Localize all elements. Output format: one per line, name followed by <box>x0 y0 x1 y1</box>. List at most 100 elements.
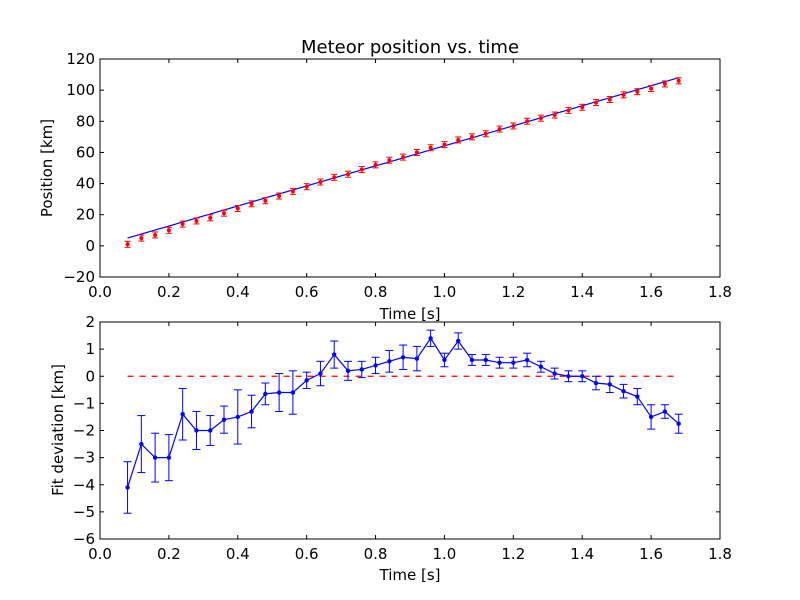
x-tick-label: 1.4 <box>570 283 594 301</box>
x-tick-label: 0.2 <box>157 283 181 301</box>
data-point <box>456 338 461 344</box>
x-axis-label: Time [s] <box>379 566 441 584</box>
y-tick-label: −1 <box>73 394 95 412</box>
data-point <box>607 382 612 387</box>
data-point <box>580 105 585 110</box>
x-tick-label: 0.4 <box>226 545 250 563</box>
data-point <box>635 89 640 94</box>
y-tick-label: −20 <box>63 268 95 286</box>
data-point <box>414 150 419 155</box>
data-point <box>290 189 295 194</box>
data-point <box>180 412 185 417</box>
data-point <box>277 194 282 199</box>
position-chart: Meteor position vs. time 0.0 0.2 0.4 0.6 0.8… <box>38 37 732 323</box>
data-point <box>401 155 406 160</box>
data-point <box>153 232 158 237</box>
plot-area <box>99 58 721 278</box>
x-tick-label: 1.8 <box>708 283 732 301</box>
y-axis-label: Fit deviation [km] <box>49 364 67 496</box>
y-tick-label: −6 <box>73 530 95 548</box>
x-tick-label: 0.2 <box>157 545 181 563</box>
x-tick-label: 0.8 <box>364 283 388 301</box>
y-axis: −6 −5 −4 −3 −2 −1 0 1 2 <box>73 313 720 548</box>
data-point <box>566 108 571 113</box>
data-point <box>635 394 640 399</box>
deviation-chart: 0.0 0.2 0.4 0.6 0.8 1.0 1.2 1.4 1.6 1.8 −6−5−4−3−… <box>49 313 732 584</box>
data-point <box>676 78 681 83</box>
data-marks <box>124 77 682 248</box>
data-point <box>511 360 516 365</box>
data-point <box>180 222 185 227</box>
data-point <box>456 137 461 142</box>
data-point <box>125 242 130 247</box>
y-axis-label: Position [km] <box>38 119 56 217</box>
data-point <box>469 357 475 363</box>
data-point <box>662 409 668 414</box>
x-tick-label: 1.6 <box>639 545 663 563</box>
y-tick-label: 100 <box>66 81 95 99</box>
x-tick-label: 0.4 <box>226 283 250 301</box>
y-tick-label: 0 <box>85 367 95 385</box>
y-tick-label: 40 <box>76 175 95 193</box>
data-point <box>318 180 323 185</box>
data-point <box>276 390 282 395</box>
y-tick-label: 60 <box>76 143 95 161</box>
x-tick-label: 1.2 <box>501 545 525 563</box>
data-point <box>235 206 240 211</box>
data-point <box>194 218 199 223</box>
data-point <box>497 127 502 132</box>
data-point <box>235 414 240 420</box>
data-point <box>304 378 309 383</box>
y-tick-label: 1 <box>85 340 95 358</box>
data-point <box>428 145 433 150</box>
data-point <box>346 172 350 177</box>
data-point <box>318 371 323 376</box>
data-point <box>649 86 654 91</box>
data-point <box>552 371 557 376</box>
data-point <box>125 485 130 490</box>
data-point <box>222 211 226 216</box>
data-point <box>166 228 171 233</box>
data-point <box>428 336 433 341</box>
data-point <box>511 123 516 128</box>
data-marks <box>123 329 683 514</box>
y-tick-label: 20 <box>76 206 95 224</box>
y-axis: −20 0 20 40 60 80 100 120 <box>63 50 720 286</box>
data-point <box>373 162 378 167</box>
data-point <box>332 352 337 357</box>
data-point <box>483 357 488 363</box>
data-point <box>263 198 268 203</box>
x-tick-label: 1.4 <box>570 545 594 563</box>
data-point <box>524 357 530 363</box>
data-point <box>249 409 254 414</box>
data-point <box>483 131 488 136</box>
y-tick-label: 0 <box>85 237 95 255</box>
data-point <box>387 158 392 163</box>
data-point <box>594 100 598 105</box>
chart-title: Meteor position vs. time <box>301 37 519 58</box>
data-point <box>566 374 571 379</box>
data-point <box>676 421 681 426</box>
data-point <box>290 390 296 395</box>
x-axis: 0.0 0.2 0.4 0.6 0.8 1.0 1.2 1.4 1.6 1.8 <box>88 59 732 301</box>
data-point <box>345 368 351 374</box>
x-tick-label: 1.0 <box>433 545 457 563</box>
data-point <box>304 184 309 189</box>
data-point <box>359 367 364 372</box>
data-point <box>621 388 626 394</box>
y-tick-label: −3 <box>73 449 95 467</box>
data-point <box>593 380 599 386</box>
data-point <box>538 116 543 121</box>
data-point <box>373 363 378 368</box>
x-tick-label: 0.6 <box>295 283 319 301</box>
x-tick-label: 0.0 <box>88 545 112 563</box>
x-tick-label: 0.8 <box>364 545 388 563</box>
data-point <box>152 455 158 460</box>
data-point <box>166 455 172 460</box>
data-point <box>249 201 254 206</box>
data-point <box>400 355 406 360</box>
y-tick-label: 80 <box>76 112 95 130</box>
data-point <box>387 359 392 364</box>
data-point <box>139 441 144 447</box>
